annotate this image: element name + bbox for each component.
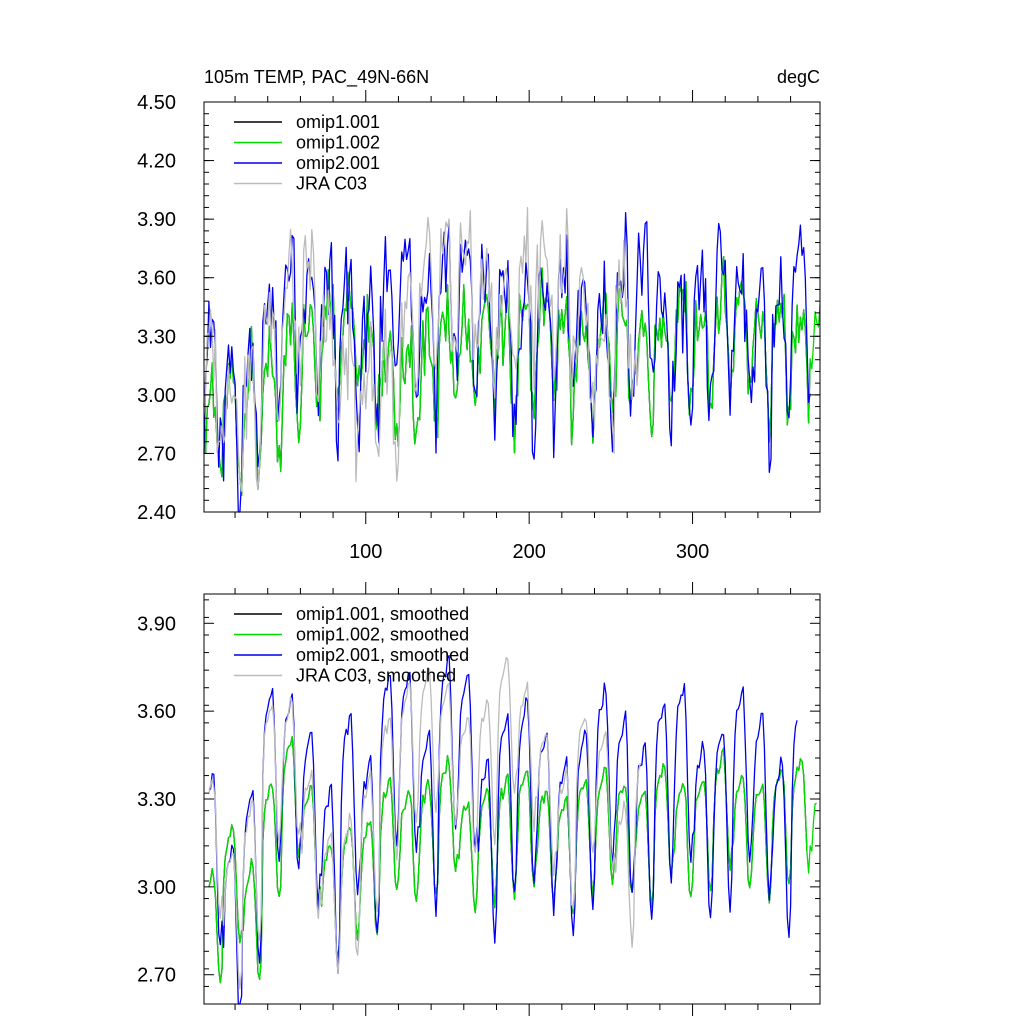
y-tick-label: 3.60 [137, 701, 176, 723]
axis-ticks: 2.70 3.00 3.30 3.60 3.90 [137, 582, 820, 1016]
plot-frame [203, 101, 821, 513]
legend-label: omip1.002, smoothed [296, 625, 469, 645]
y-tick-label: 3.90 [137, 613, 176, 635]
y-tick-label: 2.70 [137, 965, 176, 987]
top-chart-panel: 105m TEMP, PAC_49N-66N degC 2.40 2.70 3.00… [137, 67, 821, 563]
series-lines [208, 654, 817, 1005]
y-tick-label: 4.50 [137, 92, 176, 114]
y-tick-label: 2.70 [137, 443, 176, 465]
legend-label: omip2.001 [296, 153, 380, 173]
legend-label: JRA C03 [296, 174, 367, 194]
y-tick-label: 3.00 [137, 877, 176, 899]
series-line-jra-c03-smoothed [208, 656, 641, 990]
y-tick-label: 3.60 [137, 268, 176, 290]
x-tick-label: 100 [349, 541, 382, 563]
chart-title: 105m TEMP, PAC_49N-66N [204, 67, 429, 88]
legend-label: omip1.002 [296, 133, 380, 153]
bottom-chart-panel: 2.70 3.00 3.30 3.60 3.90 omip1.001, smoothed… [137, 582, 821, 1016]
y-tick-label: 3.90 [137, 209, 176, 231]
plot-frame [203, 593, 821, 1005]
legend-label: omip2.001, smoothed [296, 645, 469, 665]
y-tick-label: 4.20 [137, 151, 176, 173]
series-lines [203, 207, 821, 513]
series-line-omip2-001-smoothed [208, 654, 798, 1005]
x-tick-label: 200 [512, 541, 545, 563]
series-line-jra-c03 [203, 207, 641, 492]
legend-label: omip1.001 [296, 112, 380, 132]
axis-ticks: 2.40 2.70 3.00 3.30 3.60 3.90 4.20 4.50 100 200 30… [137, 90, 820, 563]
y-tick-label: 2.40 [137, 502, 176, 524]
legend-label: JRA C03, smoothed [296, 666, 456, 686]
x-tick-label: 300 [676, 541, 709, 563]
y-tick-label: 3.00 [137, 385, 176, 407]
chart-units-label: degC [777, 67, 820, 87]
series-line-omip2-001 [203, 211, 811, 513]
legend-label: omip1.001, smoothed [296, 604, 469, 624]
y-tick-label: 3.30 [137, 789, 176, 811]
y-tick-label: 3.30 [137, 326, 176, 348]
